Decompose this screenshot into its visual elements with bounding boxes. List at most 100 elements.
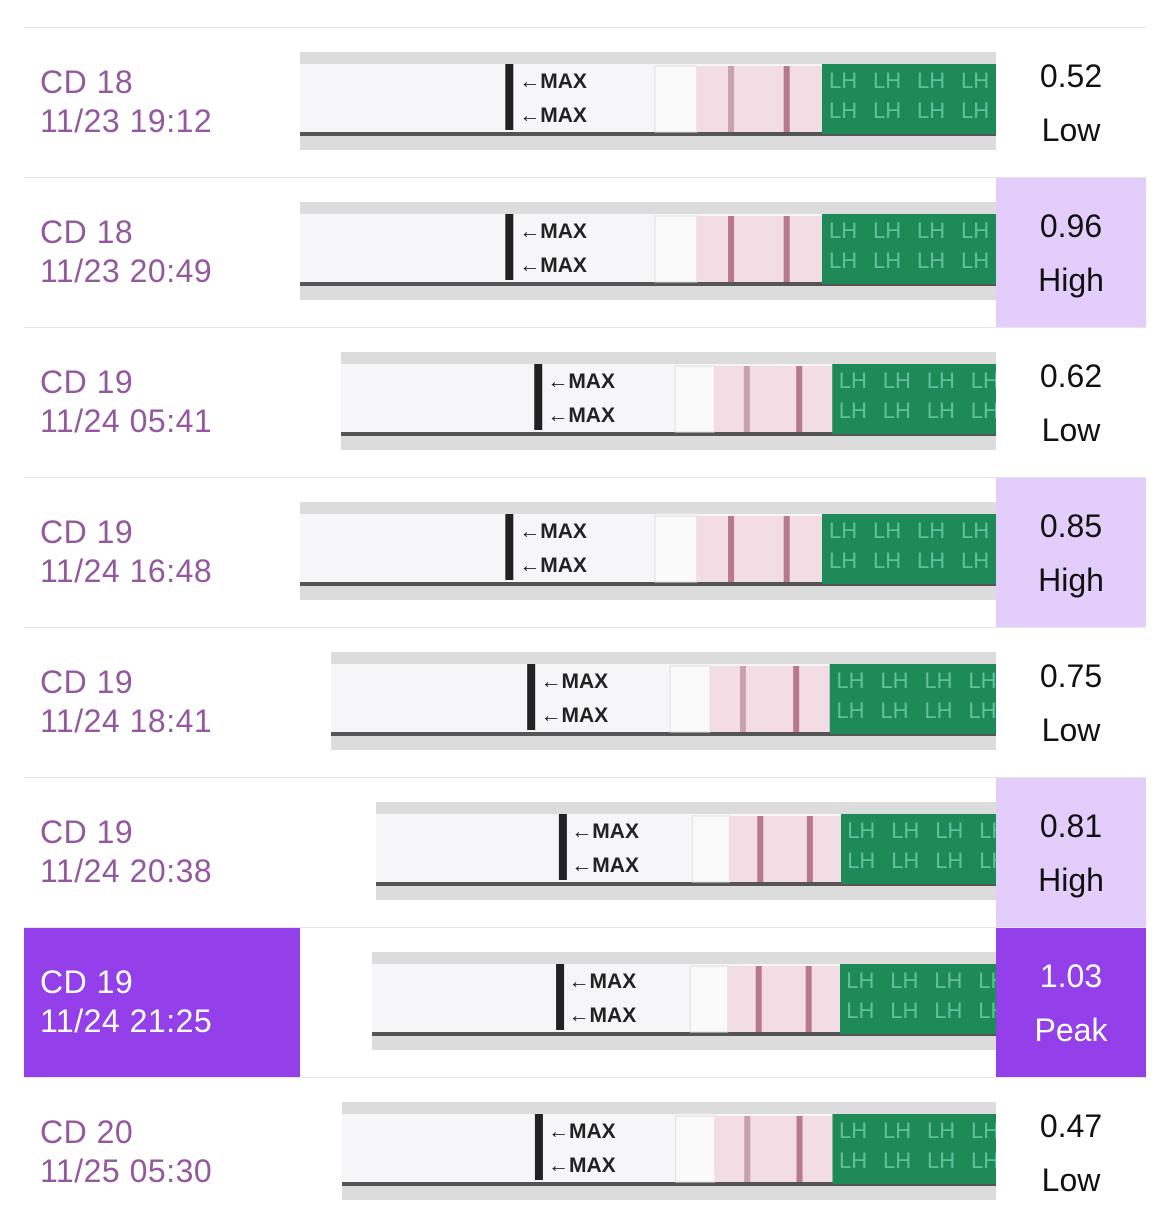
datetime: 11/23 20:49 (40, 253, 213, 289)
control-line (783, 516, 790, 582)
brand-label: LH (873, 218, 901, 243)
result-level: Peak (1034, 1012, 1108, 1048)
brand-area (832, 1114, 996, 1184)
result-value: 0.85 (1039, 508, 1103, 544)
max-label: ←MAX (519, 70, 587, 93)
brand-area (832, 364, 996, 434)
tab (674, 365, 715, 433)
window (729, 816, 841, 882)
cycle-day: CD 19 (40, 364, 134, 400)
brand-label: LH (873, 68, 901, 93)
tab (654, 515, 698, 583)
brand-label: LH (883, 368, 911, 393)
brand-label: LH (890, 998, 918, 1023)
test-strip: ←MAX ←MAX LH LH LH LH LH LH LH LH (341, 352, 996, 450)
brand-label: LH (917, 98, 945, 123)
tab (669, 665, 711, 733)
test-line (728, 66, 735, 132)
test-strip: ←MAX ←MAX LH LH LH LH LH LH LH LH (300, 52, 996, 150)
test-strip: ←MAX ←MAX LH LH LH LH LH LH LH LH (331, 652, 996, 750)
result-cell: 0.62 Low (996, 328, 1146, 477)
cycle-day: CD 19 (40, 964, 134, 1000)
brand-label: LH (829, 98, 857, 123)
control-line (806, 816, 813, 882)
control-line (783, 216, 790, 282)
brand-label: LH (839, 1148, 867, 1173)
result-value: 0.62 (1039, 358, 1103, 394)
max-label: ←MAX (519, 104, 587, 127)
brand-label: LH (846, 998, 874, 1023)
test-line (757, 816, 764, 882)
brand-label: LH (829, 248, 857, 273)
datetime: 11/24 05:41 (40, 403, 213, 439)
brand-area (822, 514, 996, 584)
brand-label: LH (924, 668, 952, 693)
brand-label: LH (961, 548, 989, 573)
tab (691, 815, 730, 883)
test-strip: ←MAX ←MAX LH LH LH LH LH LH LH LH (376, 802, 996, 900)
brand-label: LH (890, 968, 918, 993)
test-line (743, 366, 750, 432)
test-row: CD 19 11/24 20:38 0.81 High ←MAX ←MAX LH LH LH LH… (24, 777, 1146, 927)
max-label: ←MAX (569, 1004, 637, 1027)
brand-area (841, 814, 996, 884)
datetime: 11/23 19:12 (40, 103, 213, 139)
max-bar (505, 214, 514, 280)
brand-label: LH (891, 848, 919, 873)
max-label: ←MAX (540, 670, 608, 693)
result-value: 0.47 (1039, 1108, 1103, 1144)
date-cell: CD 19 11/24 18:41 (24, 628, 300, 777)
brand-label: LH (847, 848, 875, 873)
date-cell: CD 20 11/25 05:30 (24, 1078, 300, 1227)
tab (689, 965, 729, 1033)
brand-label: LH (927, 398, 955, 423)
tab (654, 215, 698, 283)
max-label: ←MAX (569, 970, 637, 993)
control-line (796, 366, 803, 432)
cycle-day: CD 18 (40, 214, 134, 250)
brand-label: LH (971, 1118, 996, 1143)
max-bar (558, 814, 567, 880)
brand-label: LH (978, 998, 996, 1023)
tab (675, 1115, 716, 1183)
max-bar (505, 64, 514, 130)
result-level: Low (1041, 412, 1101, 448)
brand-label: LH (880, 668, 908, 693)
max-label: ←MAX (547, 404, 615, 427)
brand-label: LH (883, 1148, 911, 1173)
brand-label: LH (968, 668, 996, 693)
test-line (728, 516, 735, 582)
brand-label: LH (873, 548, 901, 573)
cycle-day: CD 18 (40, 64, 134, 100)
brand-label: LH (924, 698, 952, 723)
result-cell: 0.81 High (996, 778, 1146, 927)
strip-edge (342, 1182, 996, 1186)
control-line (805, 966, 812, 1032)
brand-label: LH (961, 248, 989, 273)
brand-label: LH (934, 968, 962, 993)
brand-label: LH (968, 698, 996, 723)
max-bar (556, 964, 565, 1030)
test-line (739, 666, 746, 732)
brand-label: LH (917, 68, 945, 93)
brand-label: LH (846, 968, 874, 993)
brand-label: LH (880, 698, 908, 723)
control-line (783, 66, 790, 132)
max-label: ←MAX (519, 220, 587, 243)
result-cell: 0.96 High (996, 178, 1146, 327)
brand-label: LH (961, 518, 989, 543)
datetime: 11/24 20:38 (40, 853, 213, 889)
result-value: 0.75 (1039, 658, 1103, 694)
strip-edge (331, 732, 996, 736)
test-row: CD 19 11/24 16:48 0.85 High ←MAX ←MAX LH LH LH LH… (24, 477, 1146, 627)
brand-area (840, 964, 996, 1034)
max-bar (527, 664, 536, 730)
max-label: ←MAX (547, 370, 615, 393)
strip-edge (376, 882, 996, 886)
brand-label: LH (961, 98, 989, 123)
datetime: 11/24 18:41 (40, 703, 213, 739)
brand-label: LH (971, 1148, 996, 1173)
datetime: 11/24 21:25 (40, 1003, 213, 1039)
brand-label: LH (873, 248, 901, 273)
cycle-day: CD 19 (40, 514, 134, 550)
